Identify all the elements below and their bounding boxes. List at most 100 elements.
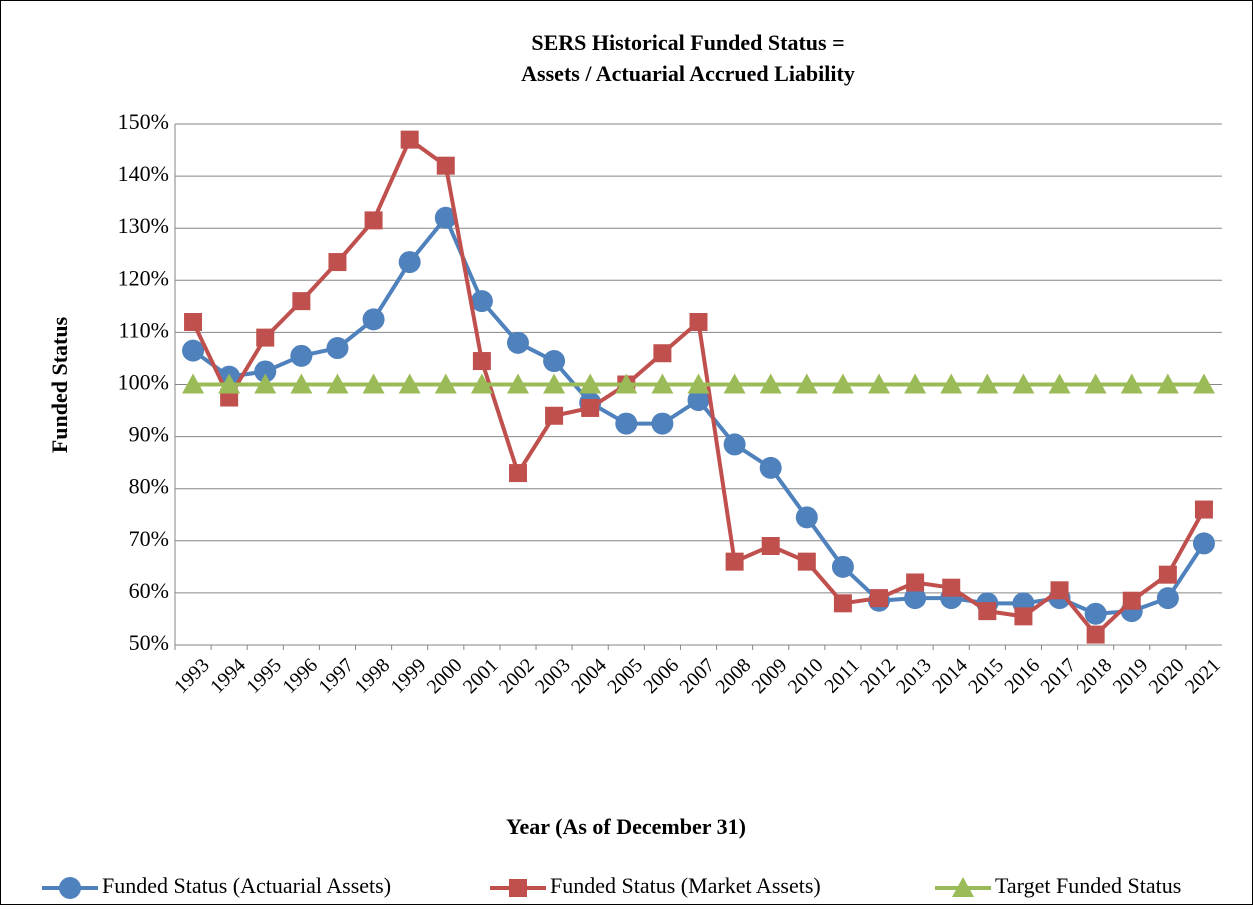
- data-point: [506, 331, 529, 354]
- data-point: [1084, 373, 1107, 394]
- y-tick-label: 130%: [118, 213, 169, 238]
- data-point: [942, 578, 961, 597]
- legend-label: Funded Status (Market Assets): [550, 873, 821, 898]
- data-point: [1156, 587, 1179, 610]
- data-point: [653, 344, 672, 363]
- data-point: [362, 308, 385, 331]
- data-point: [1050, 581, 1069, 600]
- data-point: [1084, 602, 1107, 625]
- data-point: [1120, 373, 1143, 394]
- data-point: [831, 555, 854, 578]
- y-tick-label: 110%: [118, 317, 169, 342]
- data-point: [759, 456, 782, 479]
- data-point: [182, 373, 205, 394]
- data-point: [579, 373, 602, 394]
- data-point: [687, 373, 710, 394]
- y-tick-label: 150%: [118, 109, 169, 134]
- data-point: [184, 312, 203, 331]
- x-axis-label: Year (As of December 31): [506, 814, 746, 839]
- data-point: [868, 373, 891, 394]
- data-point: [904, 373, 927, 394]
- data-point: [976, 373, 999, 394]
- y-tick-label: 90%: [129, 422, 169, 447]
- data-point: [906, 573, 925, 592]
- data-point: [978, 602, 997, 621]
- data-point: [256, 328, 275, 347]
- data-point: [434, 373, 457, 394]
- data-point: [508, 464, 527, 483]
- data-point: [398, 373, 421, 394]
- data-point: [687, 389, 710, 412]
- data-point: [362, 373, 385, 394]
- data-point: [795, 506, 818, 529]
- data-point: [1192, 373, 1215, 394]
- y-tick-label: 100%: [118, 370, 169, 395]
- data-point: [651, 373, 674, 394]
- y-tick-label: 50%: [129, 630, 169, 655]
- data-point: [254, 373, 277, 394]
- legend-marker: [59, 877, 81, 899]
- data-point: [434, 206, 457, 229]
- data-point: [795, 373, 818, 394]
- data-point: [1014, 607, 1033, 626]
- data-point: [543, 373, 566, 394]
- data-point: [470, 290, 493, 313]
- data-point: [218, 373, 241, 394]
- y-tick-label: 80%: [129, 474, 169, 499]
- data-point: [1012, 373, 1035, 394]
- data-point: [615, 373, 638, 394]
- data-point: [326, 373, 349, 394]
- data-point: [831, 373, 854, 394]
- legend-marker: [952, 877, 974, 897]
- data-point: [723, 373, 746, 394]
- data-point: [398, 251, 421, 274]
- data-point: [651, 412, 674, 435]
- chart-title: SERS Historical Funded Status =: [531, 30, 844, 55]
- data-point: [326, 337, 349, 360]
- data-point: [470, 373, 493, 394]
- chart-title: Assets / Actuarial Accrued Liability: [521, 61, 855, 86]
- data-point: [1086, 625, 1105, 644]
- data-point: [725, 552, 744, 571]
- data-point: [182, 339, 205, 362]
- data-point: [290, 344, 313, 367]
- data-point: [436, 156, 455, 175]
- y-tick-label: 70%: [129, 526, 169, 551]
- data-point: [254, 360, 277, 383]
- data-point: [1192, 532, 1215, 555]
- data-point: [506, 373, 529, 394]
- data-point: [723, 433, 746, 456]
- y-tick-label: 60%: [129, 578, 169, 603]
- y-tick-label: 120%: [118, 265, 169, 290]
- data-point: [797, 552, 816, 571]
- data-point: [364, 211, 383, 230]
- data-point: [1156, 373, 1179, 394]
- data-point: [940, 373, 963, 394]
- data-point: [615, 412, 638, 435]
- legend-marker: [509, 879, 527, 897]
- data-point: [400, 130, 419, 149]
- data-point: [833, 594, 852, 613]
- data-point: [581, 398, 600, 417]
- legend-label: Target Funded Status: [995, 873, 1181, 898]
- data-point: [1122, 591, 1141, 610]
- data-point: [290, 373, 313, 394]
- data-point: [1194, 500, 1213, 519]
- data-point: [761, 537, 780, 556]
- data-point: [904, 587, 927, 610]
- data-point: [472, 352, 491, 371]
- data-point: [292, 292, 311, 311]
- data-point: [328, 253, 347, 272]
- data-point: [1158, 565, 1177, 584]
- data-point: [870, 589, 889, 608]
- data-point: [759, 373, 782, 394]
- data-point: [689, 312, 708, 331]
- data-point: [545, 406, 564, 425]
- legend-label: Funded Status (Actuarial Assets): [102, 873, 391, 898]
- data-point: [1048, 373, 1071, 394]
- y-tick-label: 140%: [118, 161, 169, 186]
- y-axis-label: Funded Status: [47, 316, 72, 453]
- data-point: [543, 350, 566, 373]
